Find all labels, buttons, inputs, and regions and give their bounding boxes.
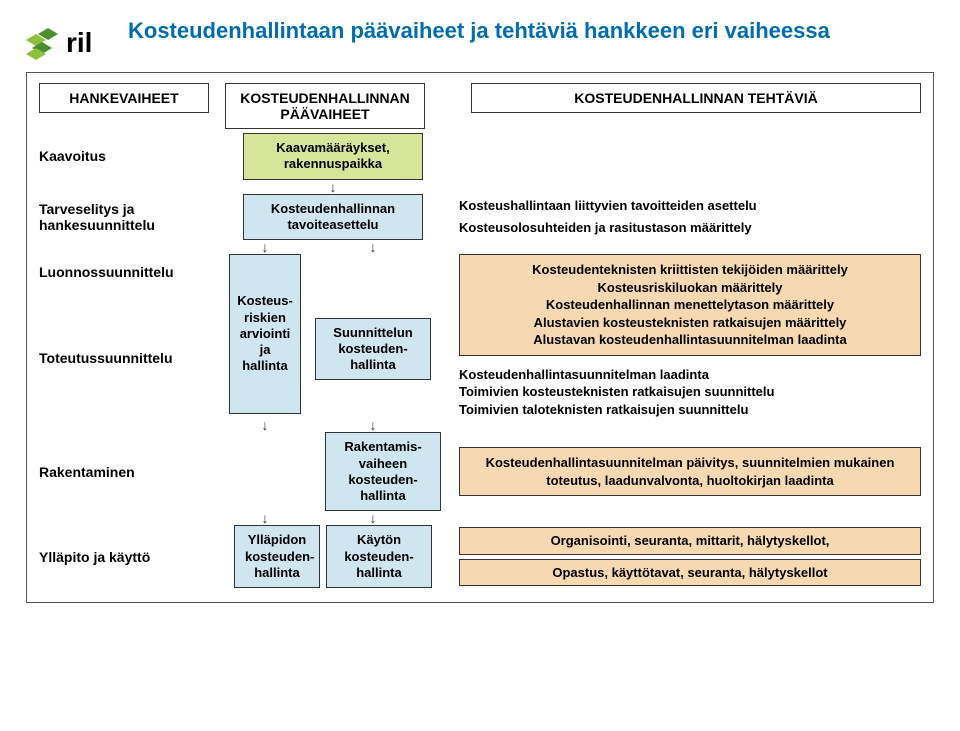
task-talotek: Toimivien taloteknisten ratkaisujen suun… [459,401,921,419]
task-opastus: Opastus, käyttötavat, seuranta, hälytysk… [459,559,921,587]
row-kaavoitus: Kaavoitus Kaavamääräykset, rakennuspaikk… [39,133,921,180]
phase-yllapito: Ylläpito ja käyttö [39,549,150,565]
task-khs-laadinta: Kosteudenhallintasuunnitelman laadinta [459,366,921,384]
arrow-down-icon: ↓ [225,240,305,254]
row-yllapito: Ylläpito ja käyttö Ylläpidon kosteuden-h… [39,525,921,588]
svg-text:ril: ril [66,27,92,58]
task-kriittiset: Kosteudenteknisten kriittisten tekijöide… [470,261,910,279]
phase-toteutus: Toteutussuunnittelu [39,350,173,366]
box-riskit: Kosteus-riskien arviointi ja hallinta [229,254,301,414]
box-tavoiteasettelu: Kosteudenhallinnan tavoiteasettelu [243,194,423,241]
task-tavoitteet: Kosteushallintaan liittyvien tavoitteide… [459,197,921,215]
task-rakentaminen: Kosteudenhallintasuunnitelman päivitys, … [459,447,921,496]
column-headers: HANKEVAIHEET KOSTEUDENHALLINNAN PÄÄVAIHE… [39,83,921,129]
header-phases: HANKEVAIHEET [39,83,209,113]
row-suunnittelu: Luonnossuunnittelu Toteutussuunnittelu K… [39,254,921,418]
phase-luonnos: Luonnossuunnittelu [39,264,174,280]
arrow-down-icon: ↓ [305,418,441,432]
task-luonnos-group: Kosteudenteknisten kriittisten tekijöide… [459,254,921,356]
task-riskiluokka: Kosteusriskiluokan määrittely [470,279,910,297]
box-yllapidon-kh: Ylläpidon kosteuden-hallinta [234,525,320,588]
task-kosteustek: Toimivien kosteusteknisten ratkaisujen s… [459,383,921,401]
logo-block: ril Kosteudenhallintaan päävaiheet ja te… [26,18,934,66]
task-alustava-suun: Alustavan kosteudenhallintasuunnitelman … [470,331,910,349]
diagram-frame: HANKEVAIHEET KOSTEUDENHALLINNAN PÄÄVAIHE… [26,72,934,603]
arrow-down-icon: ↓ [305,240,441,254]
arrow-down-icon: ↓ [225,511,305,525]
ril-logo: ril [26,18,114,66]
phase-rakentaminen: Rakentaminen [39,464,135,480]
arrow-down-icon: ↓ [330,180,337,194]
phase-kaavoitus: Kaavoitus [39,148,106,164]
phase-tarveselitys: Tarveselitys ja hankesuunnittelu [39,201,225,233]
box-kaavamaaraykset: Kaavamääräykset, rakennuspaikka [243,133,423,180]
box-kayton-kh: Käytön kosteuden-hallinta [326,525,432,588]
row-tarveselitys: Tarveselitys ja hankesuunnittelu Kosteud… [39,194,921,241]
box-suunnittelun-kh: Suunnittelun kosteuden-hallinta [315,318,431,381]
arrow-down-icon: ↓ [305,511,441,525]
header-tasks: KOSTEUDENHALLINNAN TEHTÄVIÄ [471,83,921,113]
header-main: KOSTEUDENHALLINNAN PÄÄVAIHEET [225,83,425,129]
task-alustavat-ratk: Alustavien kosteusteknisten ratkaisujen … [470,314,910,332]
arrow-down-icon: ↓ [225,418,305,432]
task-olosuhteet: Kosteusolosuhteiden ja rasitustason määr… [459,219,921,237]
slide: ril Kosteudenhallintaan päävaiheet ja te… [0,0,960,623]
page-title: Kosteudenhallintaan päävaiheet ja tehtäv… [128,18,830,44]
row-rakentaminen: Rakentaminen Rakentamis-vaiheen kosteude… [39,432,921,511]
task-menettelytaso: Kosteudenhallinnan menettelytason määrit… [470,296,910,314]
box-rakentamisvaihe: Rakentamis-vaiheen kosteuden-hallinta [325,432,441,511]
task-organisointi: Organisointi, seuranta, mittarit, hälyty… [459,527,921,555]
